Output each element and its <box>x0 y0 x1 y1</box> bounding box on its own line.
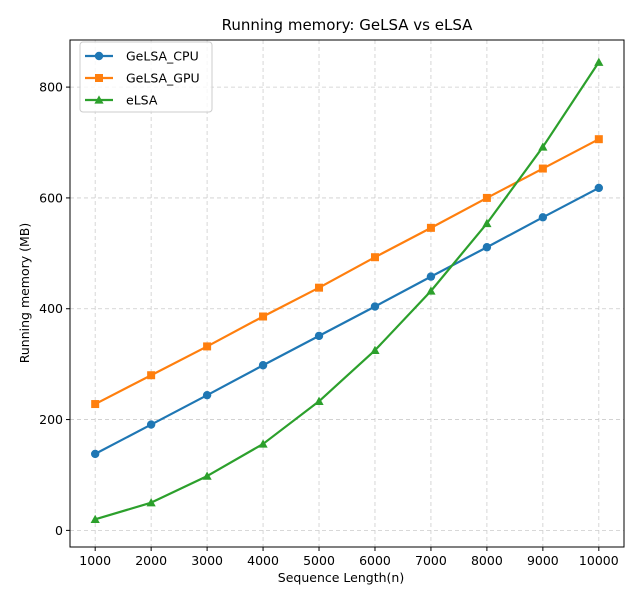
data-point <box>370 345 380 354</box>
data-point <box>314 331 324 341</box>
x-tick-label: 5000 <box>303 553 335 568</box>
data-point <box>426 223 435 232</box>
data-point <box>594 57 604 66</box>
x-tick-label: 4000 <box>247 553 279 568</box>
data-point <box>426 286 436 295</box>
x-tick-label: 10000 <box>579 553 619 568</box>
data-point <box>370 253 379 262</box>
legend-marker <box>94 95 104 104</box>
data-point <box>314 396 324 405</box>
x-tick-label: 8000 <box>471 553 503 568</box>
data-point <box>482 218 492 228</box>
axis-ticks: 1000 2000 3000 4000 5000 6000 7000 8000 9000 1000… <box>39 80 619 568</box>
chart-title: Running memory: GeLSA vs eLSA <box>222 16 474 34</box>
data-point <box>258 439 268 448</box>
legend-label: GeLSA_CPU <box>126 49 199 64</box>
data-point <box>258 361 268 370</box>
data-point <box>147 371 156 380</box>
legend-marker <box>94 51 104 61</box>
x-axis-label: Sequence Length(n) <box>278 570 404 585</box>
data-point <box>146 420 156 429</box>
data-point <box>91 400 100 409</box>
x-tick-label: 9000 <box>527 553 559 568</box>
data-point <box>426 272 436 281</box>
data-point <box>202 390 212 400</box>
data-point <box>146 498 156 507</box>
y-tick-label: 400 <box>39 301 63 316</box>
plot-frame <box>69 39 625 548</box>
data-point <box>482 193 491 202</box>
legend: GeLSA_CPU GeLSA_GPU eLSA <box>79 41 213 113</box>
y-tick-label: 800 <box>39 80 63 95</box>
x-tick-label: 6000 <box>359 553 391 568</box>
series-line <box>94 61 600 521</box>
data-point <box>482 243 492 252</box>
data-point <box>203 342 212 351</box>
data-point <box>594 183 604 193</box>
grid <box>70 40 624 547</box>
legend-marker <box>95 74 103 82</box>
x-tick-label: 1000 <box>79 553 111 568</box>
legend-item: GeLSA_GPU <box>85 71 200 86</box>
series-elsa <box>90 57 604 523</box>
y-tick-label: 600 <box>39 190 63 205</box>
data-point <box>594 135 603 144</box>
data-point <box>259 312 268 321</box>
data-point <box>538 142 548 151</box>
legend-label: GeLSA_GPU <box>126 71 200 86</box>
legend-item: eLSA <box>85 93 158 108</box>
y-axis-label: Running memory (MB) <box>17 223 32 364</box>
data-point <box>90 449 100 459</box>
x-tick-label: 7000 <box>415 553 447 568</box>
y-tick-label: 0 <box>55 523 63 538</box>
series-line <box>94 186 600 455</box>
data-point <box>315 283 324 292</box>
legend-box <box>79 41 213 113</box>
legend-item: GeLSA_CPU <box>85 49 199 64</box>
data-point <box>538 213 548 222</box>
series-group <box>90 57 604 523</box>
series-gelsa-gpu <box>91 135 603 409</box>
data-point <box>370 302 380 311</box>
data-point <box>202 471 212 480</box>
y-tick-label: 200 <box>39 412 63 427</box>
x-tick-label: 2000 <box>135 553 167 568</box>
x-tick-label: 3000 <box>191 553 223 568</box>
data-point <box>90 514 100 523</box>
series-line <box>94 138 600 406</box>
data-point <box>538 164 547 173</box>
series-gelsa-cpu <box>90 183 604 459</box>
legend-label: eLSA <box>126 93 158 108</box>
